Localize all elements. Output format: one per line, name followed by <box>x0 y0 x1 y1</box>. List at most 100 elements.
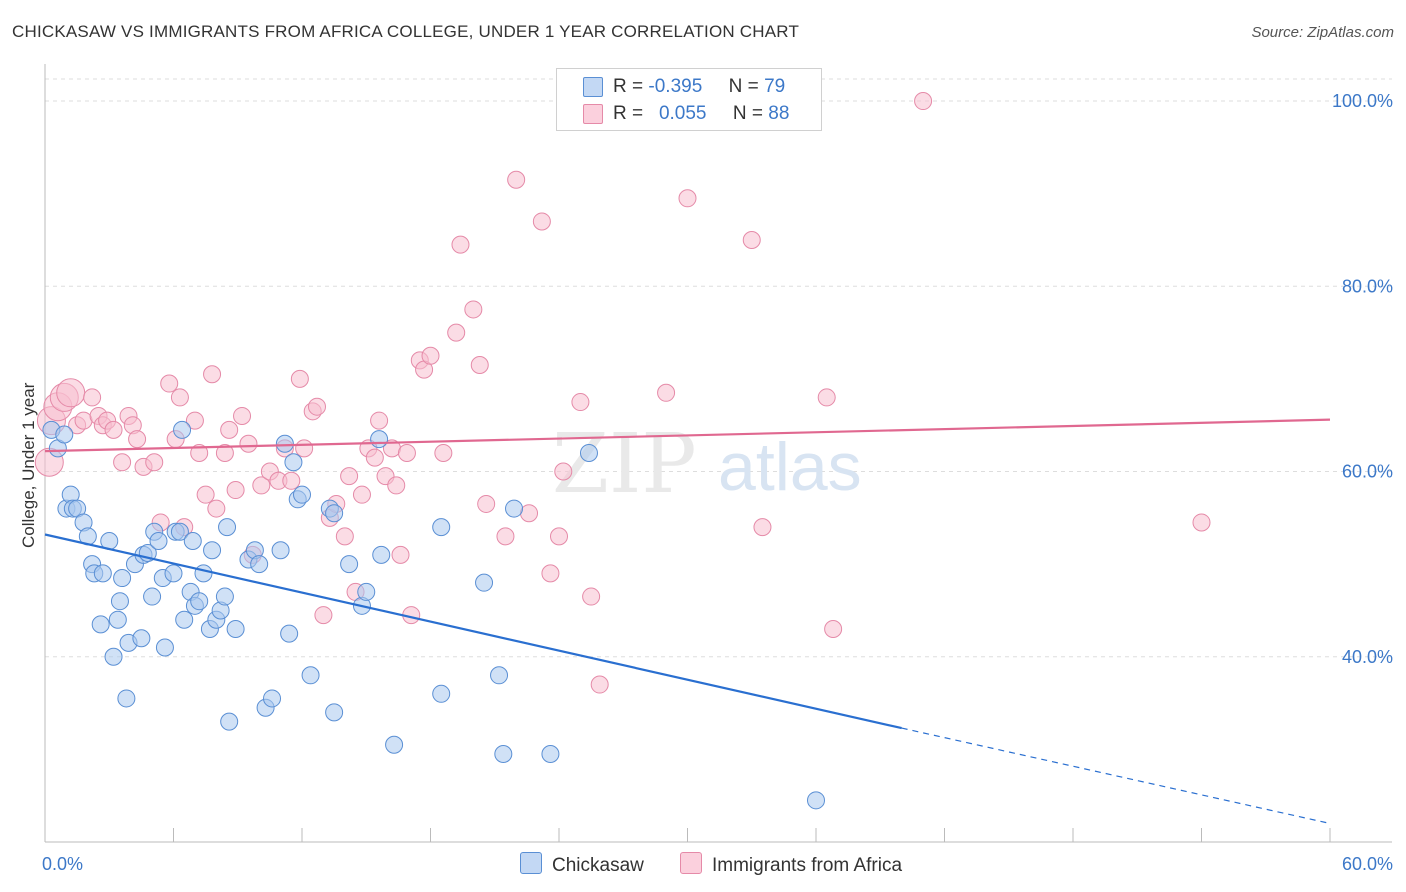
legend-n-value: 88 <box>768 103 790 124</box>
point-immigrants-from-africa <box>56 378 86 408</box>
bottom-legend-africa: Immigrants from Africa <box>680 852 902 877</box>
point-immigrants-from-africa <box>451 235 470 254</box>
point-chickasaw <box>385 735 404 754</box>
point-immigrants-from-africa <box>128 430 147 449</box>
point-chickasaw <box>149 531 168 550</box>
point-chickasaw <box>91 615 110 634</box>
point-immigrants-from-africa <box>185 411 204 430</box>
bottom-legend-label-africa: Immigrants from Africa <box>712 855 903 876</box>
point-immigrants-from-africa <box>314 606 333 625</box>
bottom-legend-chickasaw: Chickasaw <box>520 852 644 877</box>
point-chickasaw <box>370 430 389 449</box>
point-immigrants-from-africa <box>571 393 590 412</box>
bottom-legend-label-chickasaw: Chickasaw <box>552 855 644 876</box>
legend-r-label: R = <box>613 76 644 97</box>
point-chickasaw <box>490 666 509 685</box>
point-immigrants-from-africa <box>335 527 354 546</box>
point-chickasaw <box>132 629 151 648</box>
point-chickasaw <box>325 703 344 722</box>
point-chickasaw <box>108 610 127 629</box>
point-immigrants-from-africa <box>434 444 453 462</box>
point-immigrants-from-africa <box>365 448 384 467</box>
legend-swatch-africa <box>583 104 603 124</box>
point-immigrants-from-africa <box>104 420 123 439</box>
point-immigrants-from-africa <box>290 369 309 388</box>
point-immigrants-from-africa <box>196 485 215 504</box>
legend-n-label: N = <box>732 103 764 124</box>
point-chickasaw <box>807 791 825 810</box>
point-immigrants-from-africa <box>507 170 526 189</box>
point-chickasaw <box>164 564 183 583</box>
point-immigrants-from-africa <box>824 619 843 638</box>
point-immigrants-from-africa <box>496 527 515 546</box>
point-chickasaw <box>143 587 162 606</box>
point-chickasaw <box>155 638 174 657</box>
point-chickasaw <box>190 592 209 611</box>
point-immigrants-from-africa <box>160 374 179 393</box>
point-immigrants-from-africa <box>421 346 440 365</box>
series-immigrants-from-africa <box>34 92 1211 694</box>
point-immigrants-from-africa <box>541 564 560 583</box>
point-immigrants-from-africa <box>447 323 466 342</box>
point-chickasaw <box>301 666 320 685</box>
point-immigrants-from-africa <box>391 545 410 564</box>
legend-n-value: 79 <box>764 76 786 97</box>
source-label: Source: ZipAtlas.com <box>1251 24 1394 41</box>
y-axis-label: College, Under 1 year <box>19 382 38 548</box>
point-chickasaw <box>357 582 376 601</box>
point-chickasaw <box>250 555 269 574</box>
point-immigrants-from-africa <box>190 444 209 462</box>
point-immigrants-from-africa <box>387 476 406 495</box>
series-chickasaw <box>42 420 825 810</box>
point-chickasaw <box>173 420 192 439</box>
bottom-legend-swatch-chickasaw <box>520 852 542 874</box>
legend-r-label: R = <box>613 103 644 124</box>
trend-lines <box>44 418 1331 825</box>
point-immigrants-from-africa <box>295 439 314 458</box>
point-chickasaw <box>494 745 513 764</box>
point-chickasaw <box>203 541 222 560</box>
point-immigrants-from-africa <box>464 300 483 319</box>
x-tick-label: 60.0% <box>1342 854 1393 874</box>
point-chickasaw <box>579 444 598 462</box>
point-chickasaw <box>117 689 136 708</box>
point-immigrants-from-africa <box>83 388 102 407</box>
point-immigrants-from-africa <box>207 499 226 518</box>
trend-line-chickasaw <box>44 533 902 730</box>
point-immigrants-from-africa <box>397 444 416 462</box>
point-immigrants-from-africa <box>678 189 697 208</box>
point-chickasaw <box>432 684 451 703</box>
point-immigrants-from-africa <box>203 365 222 384</box>
point-immigrants-from-africa <box>554 462 573 481</box>
point-chickasaw <box>170 522 189 541</box>
grid-layer <box>45 78 1392 658</box>
y-tick-label: 40.0% <box>1342 647 1393 667</box>
y-tick-label: 60.0% <box>1342 462 1393 482</box>
chart-title: CHICKASAW VS IMMIGRANTS FROM AFRICA COLL… <box>12 22 800 41</box>
point-chickasaw <box>372 545 391 564</box>
point-immigrants-from-africa <box>74 411 93 430</box>
point-chickasaw <box>340 555 359 574</box>
point-immigrants-from-africa <box>252 476 271 495</box>
point-chickasaw <box>280 624 299 643</box>
point-immigrants-from-africa <box>590 675 609 694</box>
legend-r-value: -0.395 <box>648 76 703 97</box>
point-chickasaw <box>218 518 237 537</box>
point-immigrants-from-africa <box>657 383 676 402</box>
point-chickasaw <box>55 425 74 444</box>
point-chickasaw <box>475 573 494 592</box>
point-immigrants-from-africa <box>477 494 496 513</box>
point-chickasaw <box>183 531 202 550</box>
point-immigrants-from-africa <box>1192 513 1211 532</box>
point-immigrants-from-africa <box>145 453 164 472</box>
point-chickasaw <box>505 499 524 518</box>
point-immigrants-from-africa <box>340 467 359 486</box>
point-immigrants-from-africa <box>113 453 132 472</box>
point-chickasaw <box>541 745 560 764</box>
point-immigrants-from-africa <box>582 587 601 606</box>
point-immigrants-from-africa <box>753 518 772 537</box>
point-immigrants-from-africa <box>370 411 389 430</box>
point-chickasaw <box>104 647 123 666</box>
point-chickasaw <box>113 569 132 588</box>
